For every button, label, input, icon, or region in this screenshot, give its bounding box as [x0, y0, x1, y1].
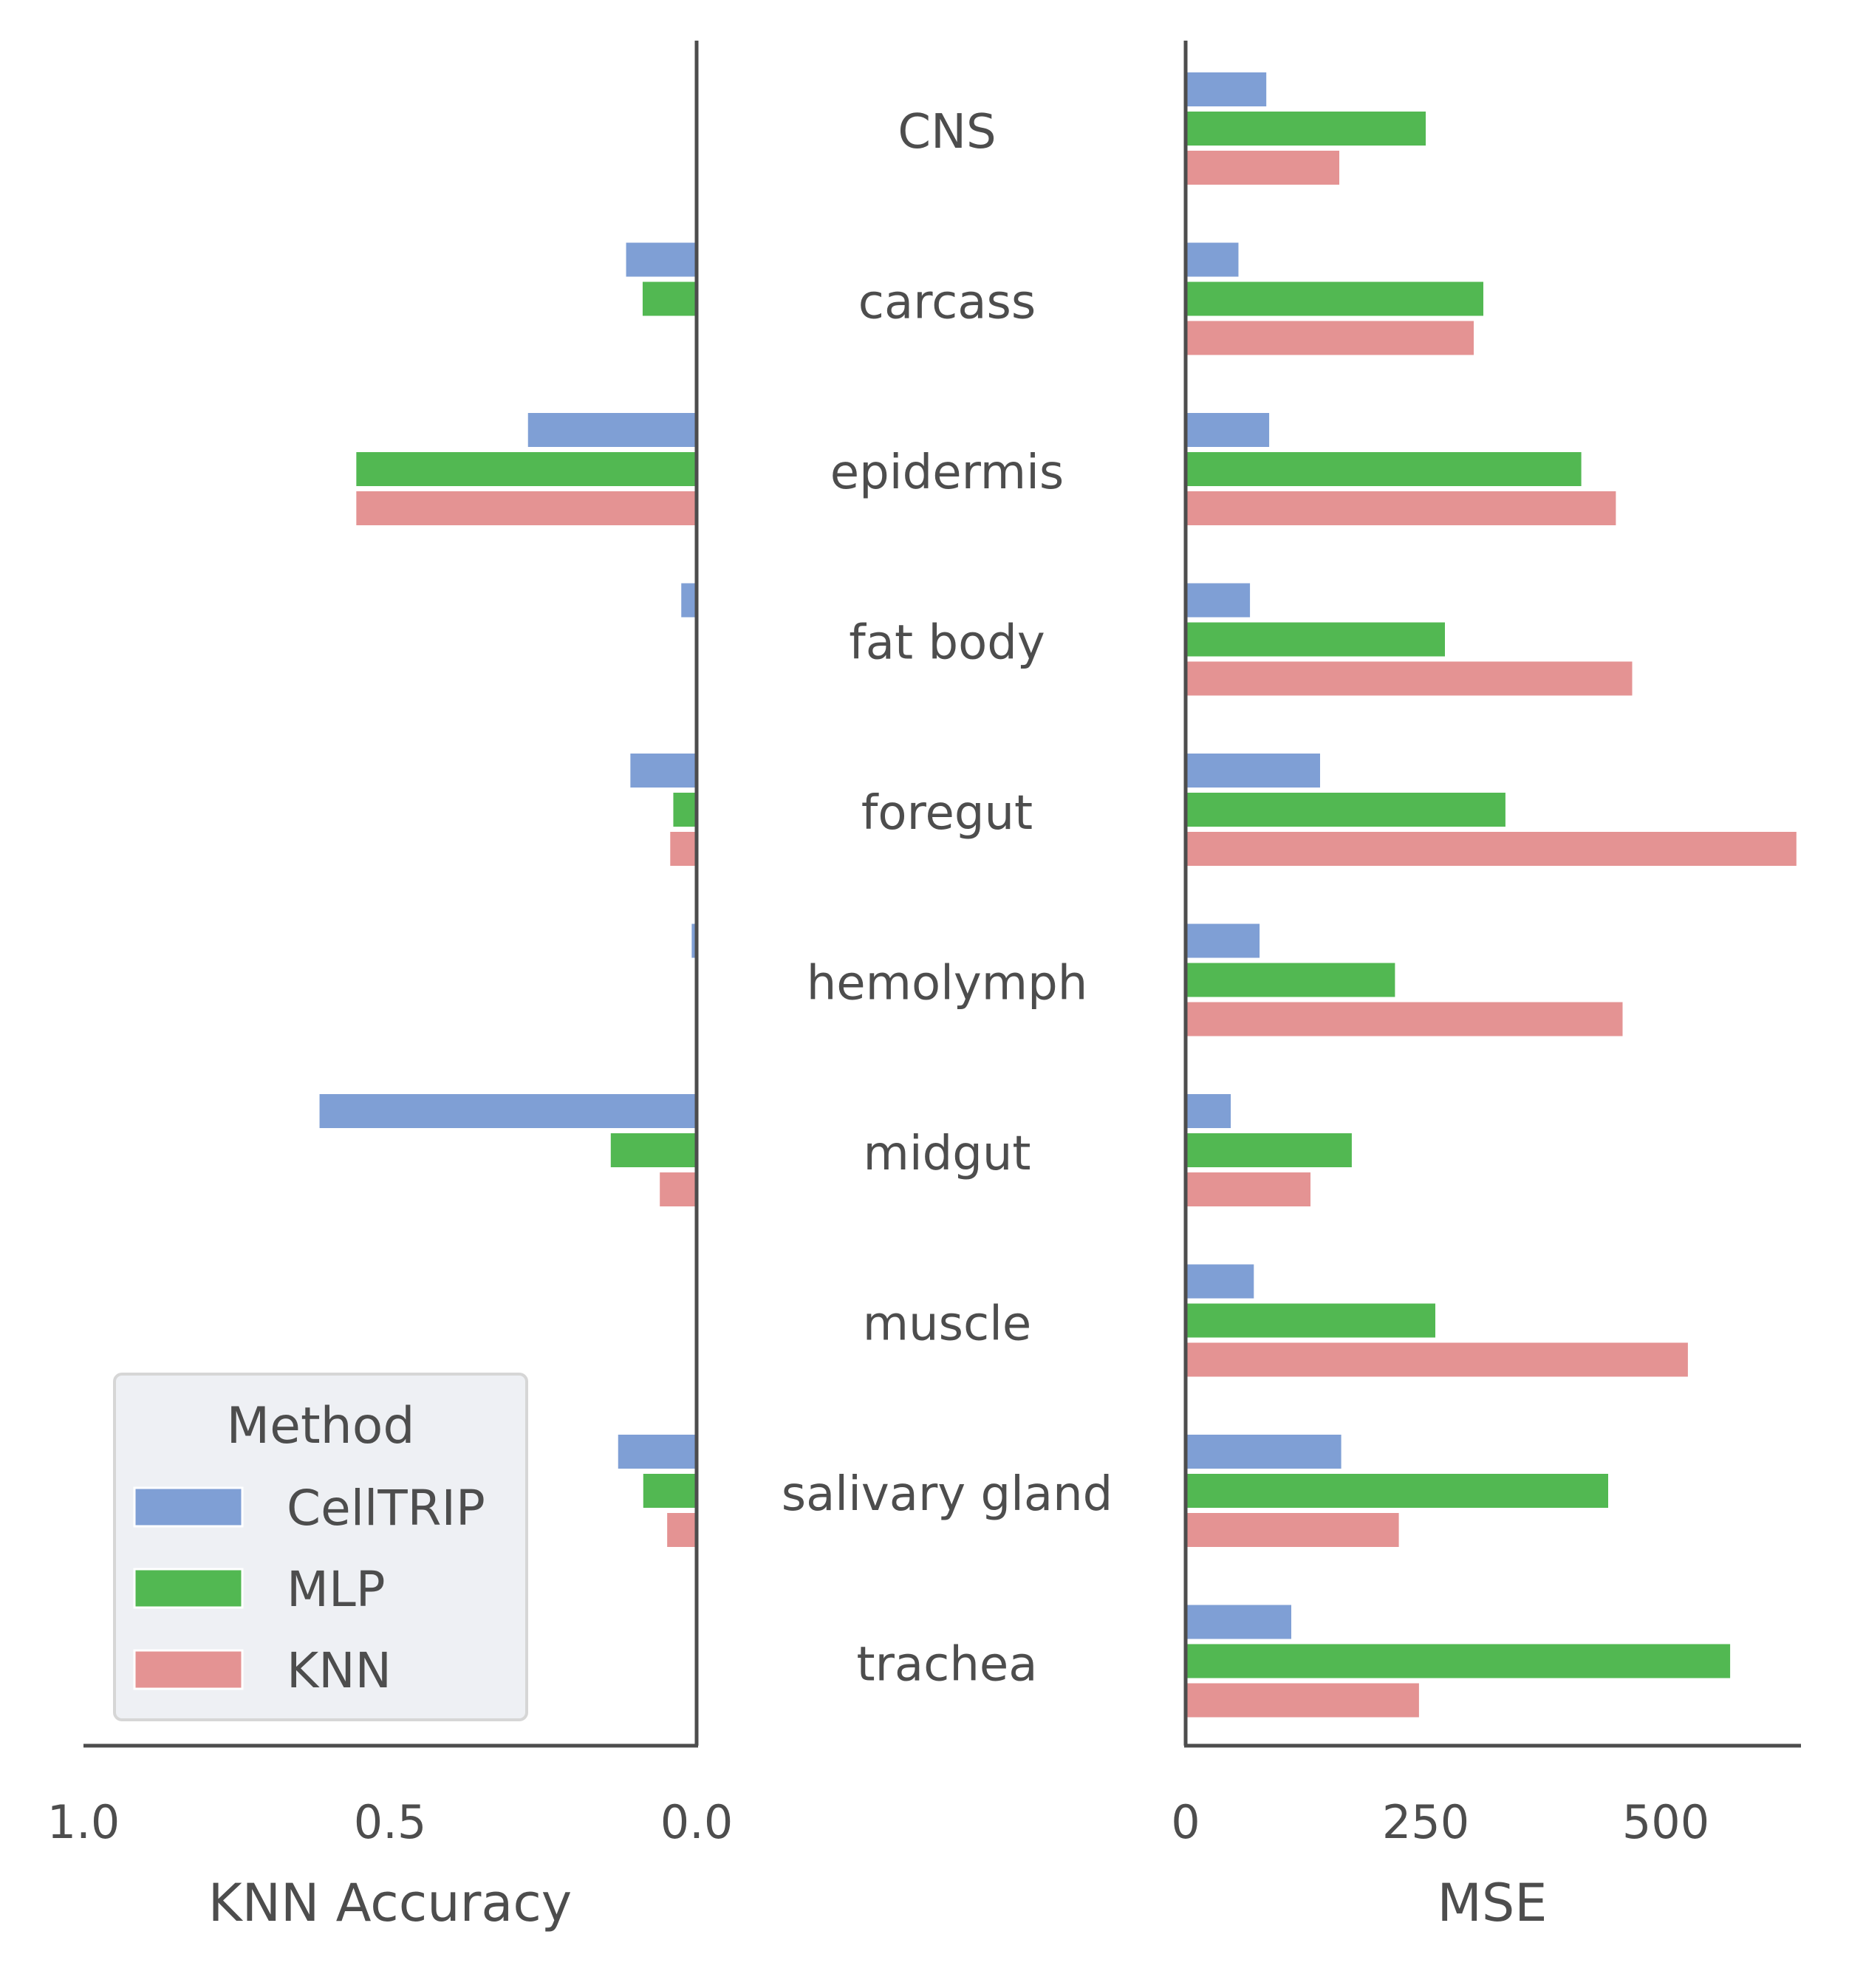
mse-bar-knn-fat-body: [1186, 661, 1633, 696]
knn-accuracy-bar-mlp-epidermis: [356, 452, 697, 486]
mse-bar-mlp-midgut: [1186, 1133, 1352, 1167]
mse-bar-celltrip-muscle: [1186, 1264, 1254, 1299]
axes: 1.0 0.5 0.0 0 250 500 KNN Accuracy MSE: [47, 41, 1801, 1933]
category-label-carcass: carcass: [858, 276, 1036, 330]
mse-tick-label: 0: [1171, 1795, 1200, 1849]
legend-swatch-mlp: [133, 1568, 244, 1609]
knn-accuracy-bar-celltrip-foregut: [630, 754, 697, 788]
category-labels: CNS carcass epidermis fat body foregut hemoly…: [782, 105, 1113, 1692]
mse-bar-mlp-carcass: [1186, 281, 1483, 316]
legend-swatch-celltrip: [133, 1486, 244, 1528]
knn-accuracy-bar-mlp-salivary-gland: [643, 1474, 697, 1508]
mse-bar-knn-carcass: [1186, 321, 1474, 355]
category-label-trachea: trachea: [857, 1638, 1038, 1692]
mse-bar-celltrip-salivary-gland: [1186, 1435, 1342, 1469]
mse-bar-mlp-trachea: [1186, 1644, 1731, 1678]
mse-bar-mlp-muscle: [1186, 1303, 1435, 1338]
mse-bar-celltrip-foregut: [1186, 754, 1320, 788]
mse-bar-knn-cns: [1186, 151, 1339, 185]
legend-label-mlp: MLP: [287, 1561, 386, 1618]
category-label-cns: CNS: [898, 105, 996, 160]
legend-box: [113, 1373, 528, 1721]
mse-bar-knn-foregut: [1186, 832, 1797, 866]
knn-accuracy-tick-label: 1.0: [47, 1795, 120, 1849]
mse-tick-label: 250: [1382, 1795, 1469, 1849]
knn-accuracy-axis-title: KNN Accuracy: [208, 1873, 572, 1933]
knn-accuracy-bar-knn-midgut: [660, 1172, 697, 1206]
knn-accuracy-tick-label: 0.0: [660, 1795, 734, 1849]
category-label-salivary-gland: salivary gland: [782, 1467, 1113, 1522]
category-label-midgut: midgut: [863, 1127, 1031, 1181]
mse-bar-celltrip-cns: [1186, 72, 1267, 106]
knn-accuracy-bar-celltrip-fat-body: [681, 583, 697, 618]
mse-bar-celltrip-fat-body: [1186, 583, 1251, 618]
legend: Method CellTRIP MLP KNN: [113, 1373, 528, 1721]
mse-bar-celltrip-midgut: [1186, 1094, 1231, 1128]
knn-accuracy-bar-knn-epidermis: [356, 491, 697, 525]
legend-label-celltrip: CellTRIP: [287, 1480, 485, 1537]
mse-bar-mlp-cns: [1186, 112, 1426, 146]
mse-bar-knn-trachea: [1186, 1683, 1419, 1718]
mse-bar-knn-epidermis: [1186, 491, 1616, 525]
knn-accuracy-bar-mlp-midgut: [610, 1133, 697, 1167]
mse-bar-mlp-fat-body: [1186, 622, 1445, 657]
mse-bars: [1186, 72, 1797, 1718]
knn-accuracy-bar-celltrip-midgut: [319, 1094, 697, 1128]
legend-swatch-knn: [133, 1649, 244, 1690]
category-label-hemolymph: hemolymph: [807, 957, 1088, 1011]
mse-bar-celltrip-epidermis: [1186, 413, 1270, 447]
mse-bar-knn-midgut: [1186, 1172, 1310, 1206]
mse-bar-knn-muscle: [1186, 1342, 1688, 1377]
knn-accuracy-bar-celltrip-salivary-gland: [618, 1435, 697, 1469]
knn-accuracy-bar-knn-foregut: [670, 832, 697, 866]
mse-bar-celltrip-hemolymph: [1186, 923, 1260, 958]
knn-accuracy-bar-celltrip-carcass: [626, 242, 697, 277]
legend-label-knn: KNN: [287, 1642, 392, 1699]
category-label-epidermis: epidermis: [830, 445, 1064, 500]
category-label-muscle: muscle: [863, 1297, 1032, 1352]
mse-axis-title: MSE: [1437, 1873, 1547, 1933]
mse-bar-mlp-salivary-gland: [1186, 1474, 1608, 1508]
knn-accuracy-bar-mlp-carcass: [642, 281, 697, 316]
knn-accuracy-bar-knn-salivary-gland: [667, 1513, 697, 1547]
category-label-fat-body: fat body: [849, 616, 1045, 671]
knn-accuracy-bar-celltrip-epidermis: [527, 413, 697, 447]
mse-bar-mlp-epidermis: [1186, 452, 1582, 486]
mse-bar-celltrip-trachea: [1186, 1605, 1291, 1639]
knn-accuracy-bar-mlp-foregut: [673, 793, 697, 827]
knn-accuracy-bar-celltrip-hemolymph: [691, 923, 697, 958]
mse-bar-mlp-hemolymph: [1186, 963, 1395, 997]
knn-accuracy-tick-label: 0.5: [354, 1795, 427, 1849]
knn-accuracy-bars: [319, 242, 697, 1718]
mse-bar-mlp-foregut: [1186, 793, 1505, 827]
mse-bar-knn-salivary-gland: [1186, 1513, 1399, 1547]
mse-tick-label: 500: [1622, 1795, 1709, 1849]
category-label-foregut: foregut: [861, 786, 1033, 841]
mse-bar-celltrip-carcass: [1186, 242, 1239, 277]
mse-bar-knn-hemolymph: [1186, 1002, 1623, 1036]
legend-title: Method: [226, 1397, 414, 1455]
